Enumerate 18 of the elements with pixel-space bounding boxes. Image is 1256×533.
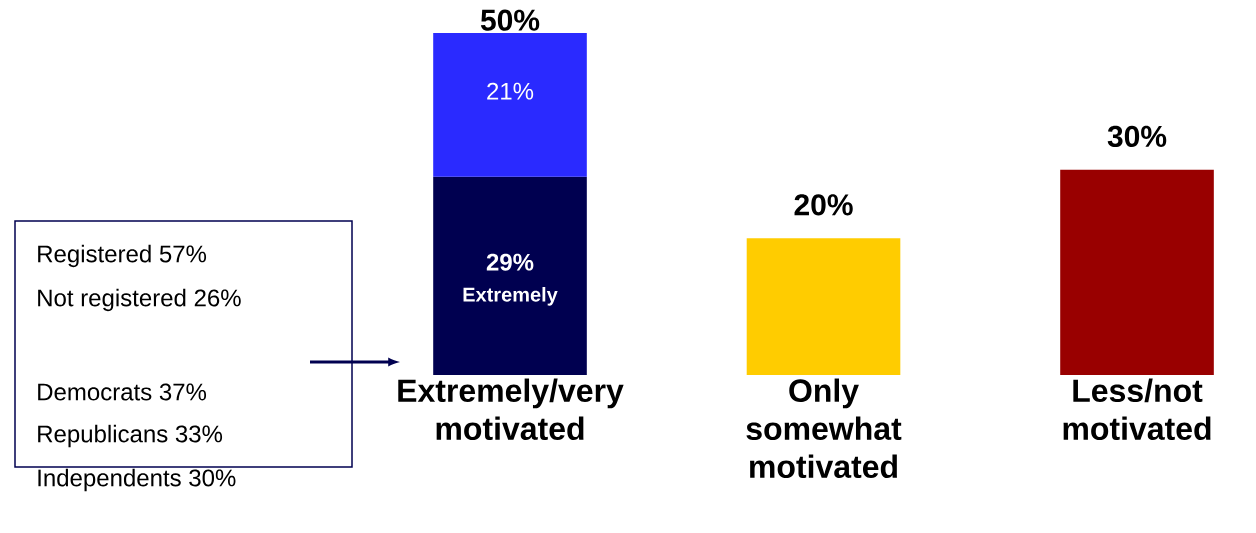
bar <box>746 238 901 375</box>
total-label: 20% <box>794 194 853 216</box>
x-tick-label: Extremely/very motivated <box>398 378 624 441</box>
data-label: 21% <box>487 82 534 100</box>
bar <box>433 32 587 177</box>
text: Independents 30% <box>38 468 236 492</box>
series-label: Extremely <box>463 287 558 306</box>
text: Not registered 26% <box>38 288 241 312</box>
text: Registered 57% <box>38 244 207 268</box>
x-tick-label: Only somewhat motivated <box>746 378 902 479</box>
bar <box>433 176 587 375</box>
total-label: 50% <box>480 9 540 31</box>
total-label: 30% <box>1107 125 1167 148</box>
data-label: 29% <box>486 253 534 271</box>
text: Republicans 33% <box>38 424 223 448</box>
text: Democrats 37% <box>38 383 207 401</box>
x-tick-label: Less/not motivated <box>1063 378 1211 441</box>
bar <box>1060 169 1214 375</box>
